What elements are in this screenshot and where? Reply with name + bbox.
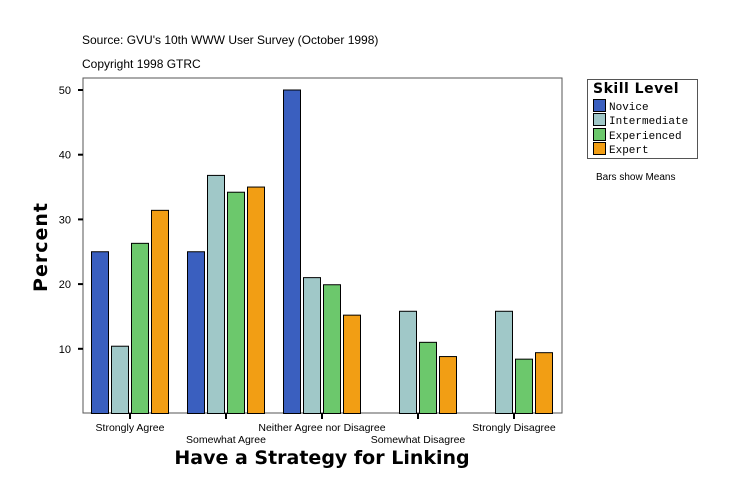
y-tick-label: 20 [59, 279, 71, 291]
legend-swatch-novice [593, 99, 606, 112]
bar-somewhat-agree-novice [187, 251, 205, 414]
bar-neither-agree-nor-disagree-intermediate [303, 277, 321, 414]
y-tick-label: 10 [59, 344, 71, 356]
legend-item-expert: Expert [593, 142, 649, 157]
bar-strongly-agree-intermediate [111, 345, 129, 415]
y-tick-label: 30 [59, 214, 71, 226]
bar-somewhat-disagree-experienced [419, 341, 437, 414]
x-tick-label-strongly-agree: Strongly Agree [96, 422, 165, 434]
y-tick-label: 50 [59, 85, 71, 97]
x-tick-label-somewhat-disagree: Somewhat Disagree [371, 434, 466, 446]
y-axis-title: Percent [30, 202, 52, 292]
bar-somewhat-disagree-intermediate [399, 310, 417, 414]
bar-strongly-agree-novice [91, 251, 109, 414]
bar-neither-agree-nor-disagree-novice [283, 89, 301, 414]
legend: Skill Level Novice Intermediate Experien… [587, 79, 698, 159]
bar-somewhat-agree-expert [247, 186, 265, 414]
legend-item-intermediate: Intermediate [593, 113, 688, 128]
y-tick-label: 40 [59, 150, 71, 162]
x-tick-label-somewhat-agree: Somewhat Agree [186, 434, 266, 446]
legend-item-experienced: Experienced [593, 128, 682, 143]
x-tick-label-neither-agree-nor-disagree: Neither Agree nor Disagree [258, 422, 385, 434]
x-tick-label-strongly-disagree: Strongly Disagree [472, 422, 556, 434]
bar-strongly-disagree-experienced [515, 358, 533, 415]
x-axis-title: Have a Strategy for Linking [174, 447, 469, 469]
copyright-text: Copyright 1998 GTRC [82, 57, 201, 71]
source-text: Source: GVU's 10th WWW User Survey (Octo… [82, 33, 379, 47]
bars-note: Bars show Means [596, 172, 676, 183]
bar-strongly-agree-expert [151, 209, 169, 414]
legend-swatch-expert [593, 142, 606, 155]
legend-swatch-experienced [593, 128, 606, 141]
legend-title: Skill Level [593, 81, 679, 97]
legend-swatch-intermediate [593, 113, 606, 126]
legend-item-novice: Novice [593, 99, 649, 114]
bar-strongly-disagree-expert [535, 352, 553, 415]
bar-strongly-agree-experienced [131, 242, 149, 414]
bar-neither-agree-nor-disagree-experienced [323, 284, 341, 415]
bar-somewhat-disagree-expert [439, 356, 457, 414]
bar-neither-agree-nor-disagree-expert [343, 314, 361, 415]
bar-somewhat-agree-intermediate [207, 174, 225, 414]
bar-somewhat-agree-experienced [227, 191, 245, 414]
bar-strongly-disagree-intermediate [495, 310, 513, 414]
